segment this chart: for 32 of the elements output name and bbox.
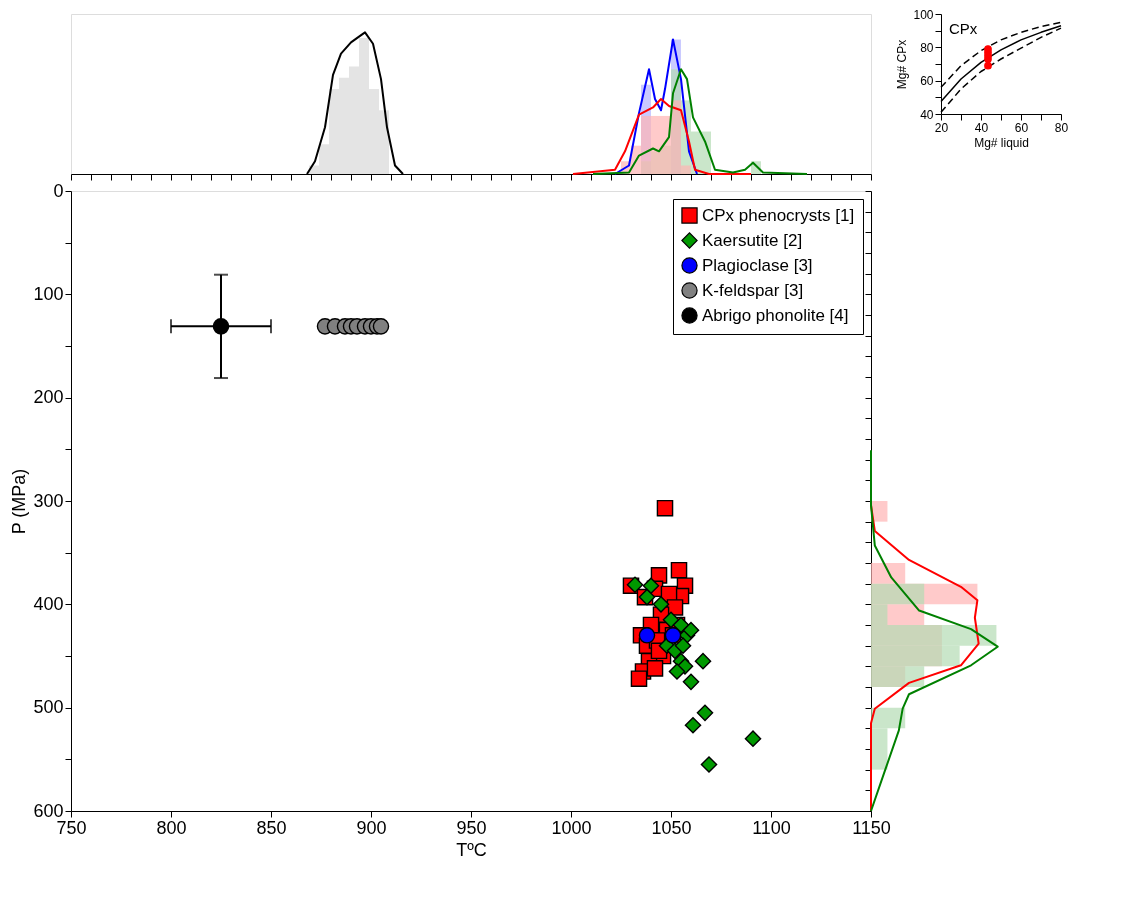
x-tick-label: 1050	[651, 817, 692, 838]
y-tick-label: 400	[33, 593, 64, 614]
legend-label: CPx phenocrysts [1]	[702, 205, 855, 225]
y-axis-title: Mg# CPx	[895, 39, 910, 90]
x-tick-label: 800	[156, 817, 187, 838]
y-tick-label: 300	[33, 490, 64, 511]
x-tick-label: 950	[456, 817, 487, 838]
y-tick-label: 40	[920, 107, 934, 122]
y-axis-title: P (MPa)	[9, 468, 30, 535]
y-tick-label: 100	[913, 7, 934, 22]
x-tick-label: 20	[934, 120, 949, 135]
x-tick-label: 900	[356, 817, 387, 838]
x-tick-label: 1000	[551, 817, 592, 838]
y-tick-label: 60	[920, 74, 934, 89]
y-tick-label: 200	[33, 387, 64, 408]
y-tick-label: 500	[33, 697, 64, 718]
legend-label: K-feldspar [3]	[702, 280, 804, 300]
y-tick-label: 80	[920, 40, 934, 55]
x-tick-label: 60	[1014, 120, 1029, 135]
x-axis-title: Mg# liquid	[974, 135, 1029, 150]
legend-label: Abrigo phonolite [4]	[702, 305, 849, 325]
y-tick-label: 0	[53, 180, 64, 201]
x-tick-label: 1150	[852, 817, 891, 838]
x-tick-label: 1100	[752, 817, 791, 838]
x-tick-label: 80	[1054, 120, 1069, 135]
legend-label: Kaersutite [2]	[702, 230, 803, 250]
legend-label: Plagioclase [3]	[702, 255, 813, 275]
x-axis-title: TºC	[456, 839, 487, 860]
y-tick-label: 100	[33, 283, 64, 304]
annotation: CPx	[949, 20, 978, 37]
x-tick-label: 850	[256, 817, 287, 838]
x-tick-label: 40	[974, 120, 989, 135]
